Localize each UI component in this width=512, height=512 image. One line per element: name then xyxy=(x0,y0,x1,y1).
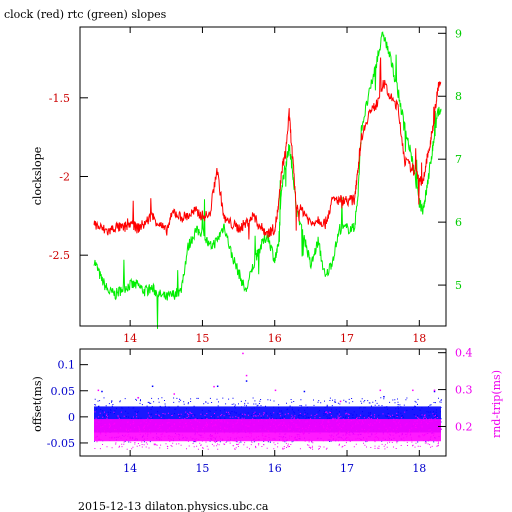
top-x-tick-label: 14 xyxy=(123,332,137,345)
bottom-panel: 14 15 16 17 18 -0.05 0 0.05 0.1 0.2 0.3 0.4 offset(… xyxy=(31,347,503,475)
top-left-y-tick-label: -1.5 xyxy=(49,92,70,105)
top-x-tick-label: 17 xyxy=(340,332,354,345)
bottom-offset-blue-outlier-point xyxy=(245,380,248,382)
top-right-y-tick-label: 7 xyxy=(455,153,462,166)
top-series-rtc-green-line xyxy=(93,31,442,329)
top-right-y-tick-label: 8 xyxy=(455,90,462,103)
footer-text: 2015-12-13 dilaton.physics.ubc.ca xyxy=(78,500,269,512)
bottom-right-y-tick-label: 0.2 xyxy=(455,420,473,433)
bottom-offset-blue-outlier-point xyxy=(101,390,103,393)
bottom-offset-blue-outlier-point xyxy=(151,385,154,388)
bottom-x-tick-label: 14 xyxy=(123,462,137,475)
bottom-offset-blue-outlier-point xyxy=(433,390,436,393)
bottom-axes: 14 15 16 17 18 -0.05 0 0.05 0.1 0.2 0.3 0.4 xyxy=(47,347,473,475)
top-left-y-tick-label: -2.5 xyxy=(49,249,70,262)
bottom-left-y-tick-label: 0 xyxy=(68,411,75,424)
top-x-tick-label: 16 xyxy=(268,332,282,345)
top-plot-area xyxy=(93,31,442,329)
bottom-roundtrip-magenta-outlier-point xyxy=(433,389,436,392)
bottom-x-tick-label: 15 xyxy=(195,462,209,475)
bottom-plot-frame xyxy=(79,348,447,457)
top-panel: clock (red) rtc (green) slopes 14 15 16 17 1… xyxy=(4,8,462,345)
bottom-left-y-tick-label: 0.05 xyxy=(51,385,76,398)
bottom-plot-area xyxy=(94,352,442,450)
bottom-offset-blue-outlier-point xyxy=(383,395,385,398)
bottom-roundtrip-magenta-outlier-point xyxy=(412,389,414,392)
top-left-y-tick-label: -2 xyxy=(59,171,70,184)
bottom-roundtrip-magenta-outlier-point xyxy=(274,389,277,392)
bottom-left-y-tick-label: -0.05 xyxy=(47,437,75,450)
top-right-y-tick-label: 9 xyxy=(455,27,462,40)
bottom-right-y-axis-label: rnd-trip(ms) xyxy=(490,370,503,438)
top-axes: 14 15 16 17 18 -2.5 -2 -1.5 5 6 7 8 9 xyxy=(49,27,462,345)
bottom-left-y-tick-label: 0.1 xyxy=(58,359,76,372)
top-right-y-tick-label: 6 xyxy=(455,216,462,229)
top-right-y-tick-label: 5 xyxy=(455,279,462,292)
bottom-offset-blue-outlier-point xyxy=(216,385,219,388)
bottom-roundtrip-magenta-outlier-point xyxy=(379,389,382,392)
bottom-left-y-axis-label: offset(ms) xyxy=(31,376,44,432)
bottom-roundtrip-magenta-points xyxy=(94,411,442,450)
top-series-clock-red-line xyxy=(93,57,442,240)
bottom-roundtrip-magenta-outlier-point xyxy=(173,393,176,395)
top-y-axis-label: clockslope xyxy=(31,147,44,205)
bottom-x-tick-label: 17 xyxy=(340,462,354,475)
bottom-right-y-tick-label: 0.4 xyxy=(455,347,473,360)
bottom-roundtrip-magenta-outlier-point xyxy=(213,385,215,388)
top-chart-title: clock (red) rtc (green) slopes xyxy=(4,8,167,21)
bottom-roundtrip-magenta-outlier-point xyxy=(97,389,100,392)
bottom-roundtrip-magenta-outlier-point xyxy=(242,352,244,355)
bottom-offset-blue-outlier-point xyxy=(303,390,306,393)
top-x-tick-label: 18 xyxy=(412,332,426,345)
bottom-roundtrip-magenta-band xyxy=(94,419,441,442)
bottom-roundtrip-magenta-outlier-point xyxy=(137,396,139,399)
bottom-roundtrip-magenta-outlier-point xyxy=(245,374,248,377)
bottom-x-tick-label: 18 xyxy=(412,462,426,475)
top-x-tick-label: 15 xyxy=(195,332,209,345)
bottom-x-tick-label: 16 xyxy=(268,462,282,475)
bottom-right-y-tick-label: 0.3 xyxy=(455,384,473,397)
bottom-roundtrip-magenta-outlier-point xyxy=(339,400,342,403)
